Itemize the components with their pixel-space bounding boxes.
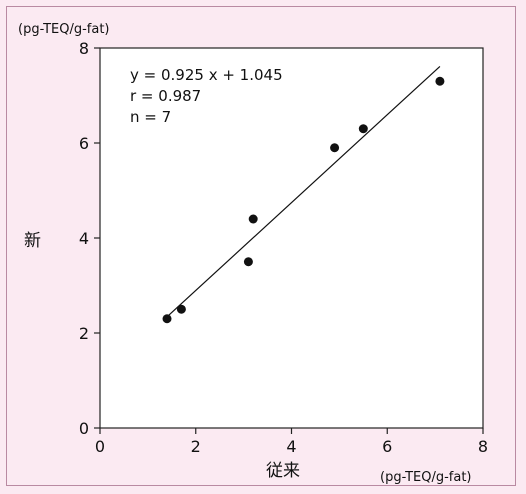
x-tick-label: 2	[191, 437, 201, 456]
data-point	[435, 77, 444, 86]
x-tick-label: 6	[382, 437, 392, 456]
annotation-line: n = 7	[130, 108, 171, 126]
y-tick-label: 0	[79, 419, 89, 438]
annotation-line: r = 0.987	[130, 87, 201, 105]
annotation-line: y = 0.925 x + 1.045	[130, 66, 283, 84]
y-tick-label: 4	[79, 229, 89, 248]
y-axis-title: 新	[24, 231, 41, 251]
y-tick-label: 2	[79, 324, 89, 343]
x-tick-label: 8	[478, 437, 488, 456]
data-point	[244, 257, 253, 266]
data-point	[330, 143, 339, 152]
data-point	[359, 124, 368, 133]
x-unit-label: (pg-TEQ/g-fat)	[380, 470, 472, 485]
y-tick-label: 8	[79, 39, 89, 58]
plot-area	[100, 48, 483, 428]
y-tick-label: 6	[79, 134, 89, 153]
x-axis-title: 従来	[266, 461, 300, 481]
y-unit-label: (pg-TEQ/g-fat)	[18, 22, 110, 37]
data-point	[177, 305, 186, 314]
data-point	[249, 215, 258, 224]
data-point	[163, 314, 172, 323]
x-tick-label: 4	[286, 437, 296, 456]
x-tick-label: 0	[95, 437, 105, 456]
